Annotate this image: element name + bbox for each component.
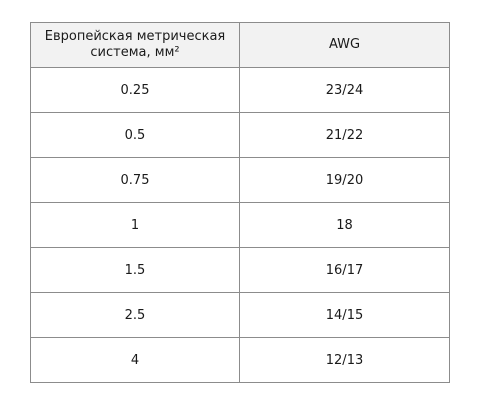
cell-metric: 1.5 — [30, 247, 240, 293]
cell-metric: 0.25 — [30, 67, 240, 113]
cell-awg: 12/13 — [239, 337, 450, 383]
header-metric-line1: Европейская метрическая — [44, 29, 226, 44]
cell-metric: 1 — [30, 202, 240, 248]
table-row: 1 18 — [30, 202, 450, 248]
cell-awg: 21/22 — [239, 112, 450, 158]
cell-awg: 16/17 — [239, 247, 450, 293]
header-awg: AWG — [239, 22, 450, 68]
table-row: 4 12/13 — [30, 337, 450, 383]
header-metric: Европейская метрическая система, мм² — [30, 22, 240, 68]
cell-metric: 2.5 — [30, 292, 240, 338]
cell-awg: 19/20 — [239, 157, 450, 203]
cell-metric: 0.75 — [30, 157, 240, 203]
cell-awg: 18 — [239, 202, 450, 248]
header-metric-line2: система, мм² — [90, 45, 180, 60]
table-row: 0.25 23/24 — [30, 67, 450, 113]
table-header-row: Европейская метрическая система, мм² AWG — [30, 22, 450, 68]
cell-metric: 4 — [30, 337, 240, 383]
cell-awg: 14/15 — [239, 292, 450, 338]
cell-metric: 0.5 — [30, 112, 240, 158]
table-row: 0.75 19/20 — [30, 157, 450, 203]
table-row: 1.5 16/17 — [30, 247, 450, 293]
table-row: 2.5 14/15 — [30, 292, 450, 338]
wire-size-conversion-table: Европейская метрическая система, мм² AWG… — [30, 22, 450, 383]
table-row: 0.5 21/22 — [30, 112, 450, 158]
cell-awg: 23/24 — [239, 67, 450, 113]
